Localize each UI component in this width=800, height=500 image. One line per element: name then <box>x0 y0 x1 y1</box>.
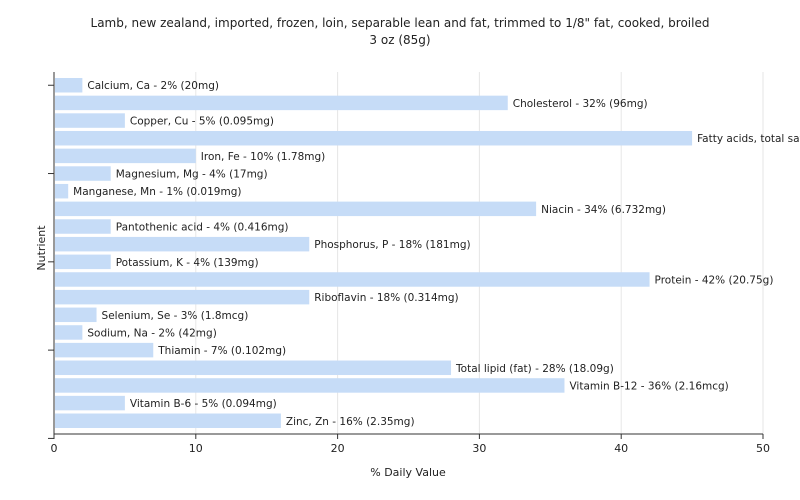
bar <box>55 325 83 340</box>
bar <box>55 236 310 252</box>
bar-label: Iron, Fe - 10% (1.78mg) <box>201 151 325 163</box>
bar <box>55 395 125 411</box>
bar-label: Phosphorus, P - 18% (181mg) <box>314 239 470 251</box>
bar-label: Fatty acids, total saturated - 45% (8.97… <box>697 133 800 145</box>
bar-label: Protein - 42% (20.75g) <box>655 274 774 286</box>
x-tick-label: 0 <box>51 442 58 455</box>
bar-label: Potassium, K - 4% (139mg) <box>116 257 259 269</box>
bar <box>55 95 508 111</box>
x-axis-label: % Daily Value <box>370 466 446 479</box>
bars <box>55 78 693 428</box>
bar <box>55 378 565 393</box>
bar <box>55 166 111 181</box>
bar-label: Total lipid (fat) - 28% (18.09g) <box>455 363 614 375</box>
bar-label: Calcium, Ca - 2% (20mg) <box>87 80 219 92</box>
bar <box>55 113 125 128</box>
bar <box>55 219 111 234</box>
x-tick-label: 30 <box>472 442 486 455</box>
bar-label: Copper, Cu - 5% (0.095mg) <box>130 116 274 128</box>
bar <box>55 130 693 146</box>
chart-subtitle: 3 oz (85g) <box>369 33 430 47</box>
bar-label: Vitamin B-12 - 36% (2.16mcg) <box>569 380 728 392</box>
axes <box>48 72 764 439</box>
y-axis-label: Nutrient <box>35 225 48 271</box>
bar-label: Selenium, Se - 3% (1.8mcg) <box>102 310 249 322</box>
bar-label: Manganese, Mn - 1% (0.019mg) <box>73 186 241 198</box>
x-tick-label: 50 <box>756 442 770 455</box>
chart-title: Lamb, new zealand, imported, frozen, loi… <box>91 16 710 30</box>
bar-label: Niacin - 34% (6.732mg) <box>541 204 666 216</box>
x-tick-label: 20 <box>331 442 345 455</box>
bar <box>55 360 452 376</box>
bar <box>55 307 97 323</box>
bar <box>55 254 111 270</box>
bar-label: Cholesterol - 32% (96mg) <box>513 98 648 110</box>
bar <box>55 272 650 287</box>
x-tick-label: 10 <box>189 442 203 455</box>
bar <box>55 342 154 358</box>
bar-label: Vitamin B-6 - 5% (0.094mg) <box>130 398 277 410</box>
bar-label: Riboflavin - 18% (0.314mg) <box>314 292 458 304</box>
bar-label: Zinc, Zn - 16% (2.35mg) <box>286 416 415 428</box>
bar <box>55 183 69 199</box>
bar <box>55 148 196 164</box>
x-tick-labels: 0 10 20 30 40 50 <box>51 442 771 455</box>
bar <box>55 413 281 428</box>
bar-label: Sodium, Na - 2% (42mg) <box>87 327 216 339</box>
bar <box>55 78 83 93</box>
bar <box>55 289 310 305</box>
bar-label: Magnesium, Mg - 4% (17mg) <box>116 169 268 181</box>
bar-label: Thiamin - 7% (0.102mg) <box>157 345 286 357</box>
bar-label: Pantothenic acid - 4% (0.416mg) <box>116 222 289 234</box>
bar <box>55 201 537 217</box>
bar-labels: Calcium, Ca - 2% (20mg) Cholesterol - 32%… <box>73 80 800 428</box>
x-tick-label: 40 <box>614 442 628 455</box>
